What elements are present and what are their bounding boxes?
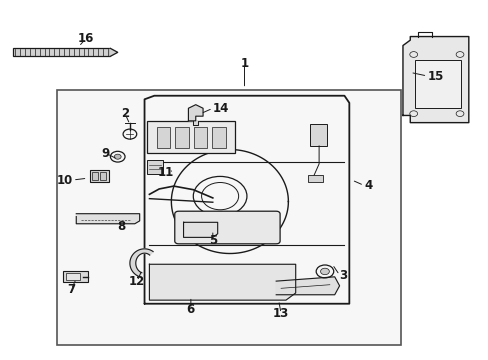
Circle shape <box>114 154 121 159</box>
Text: 5: 5 <box>208 234 217 247</box>
Bar <box>212 127 225 148</box>
Bar <box>147 121 234 153</box>
Bar <box>57 90 400 345</box>
Text: 8: 8 <box>117 220 125 233</box>
Text: 2: 2 <box>121 107 129 120</box>
Circle shape <box>320 268 329 275</box>
Bar <box>63 271 88 282</box>
Polygon shape <box>183 222 217 237</box>
Text: 3: 3 <box>339 269 347 282</box>
Bar <box>414 60 461 108</box>
Bar <box>175 127 188 148</box>
Text: 1: 1 <box>240 57 248 70</box>
Bar <box>307 175 322 182</box>
Polygon shape <box>76 214 140 224</box>
Text: 11: 11 <box>157 166 173 179</box>
Text: 6: 6 <box>186 303 195 316</box>
Bar <box>65 273 80 280</box>
Polygon shape <box>402 37 468 123</box>
FancyBboxPatch shape <box>174 211 280 244</box>
Polygon shape <box>130 249 153 277</box>
Text: 4: 4 <box>363 179 371 192</box>
Text: 15: 15 <box>427 69 443 82</box>
Polygon shape <box>149 264 295 300</box>
Text: 16: 16 <box>78 32 94 45</box>
Bar <box>90 170 109 182</box>
Polygon shape <box>193 121 198 125</box>
Bar <box>13 48 110 56</box>
Text: 10: 10 <box>57 174 73 186</box>
Text: 14: 14 <box>212 102 229 115</box>
Bar <box>193 127 207 148</box>
Text: 7: 7 <box>67 283 75 296</box>
Bar <box>157 127 170 148</box>
Text: 13: 13 <box>272 307 288 320</box>
Polygon shape <box>188 105 203 121</box>
Polygon shape <box>110 48 118 56</box>
Bar <box>310 125 327 146</box>
Polygon shape <box>276 277 339 295</box>
Text: 9: 9 <box>101 147 109 159</box>
Bar <box>147 160 162 174</box>
Bar <box>92 172 98 180</box>
Bar <box>100 172 106 180</box>
Text: 12: 12 <box>129 275 145 288</box>
